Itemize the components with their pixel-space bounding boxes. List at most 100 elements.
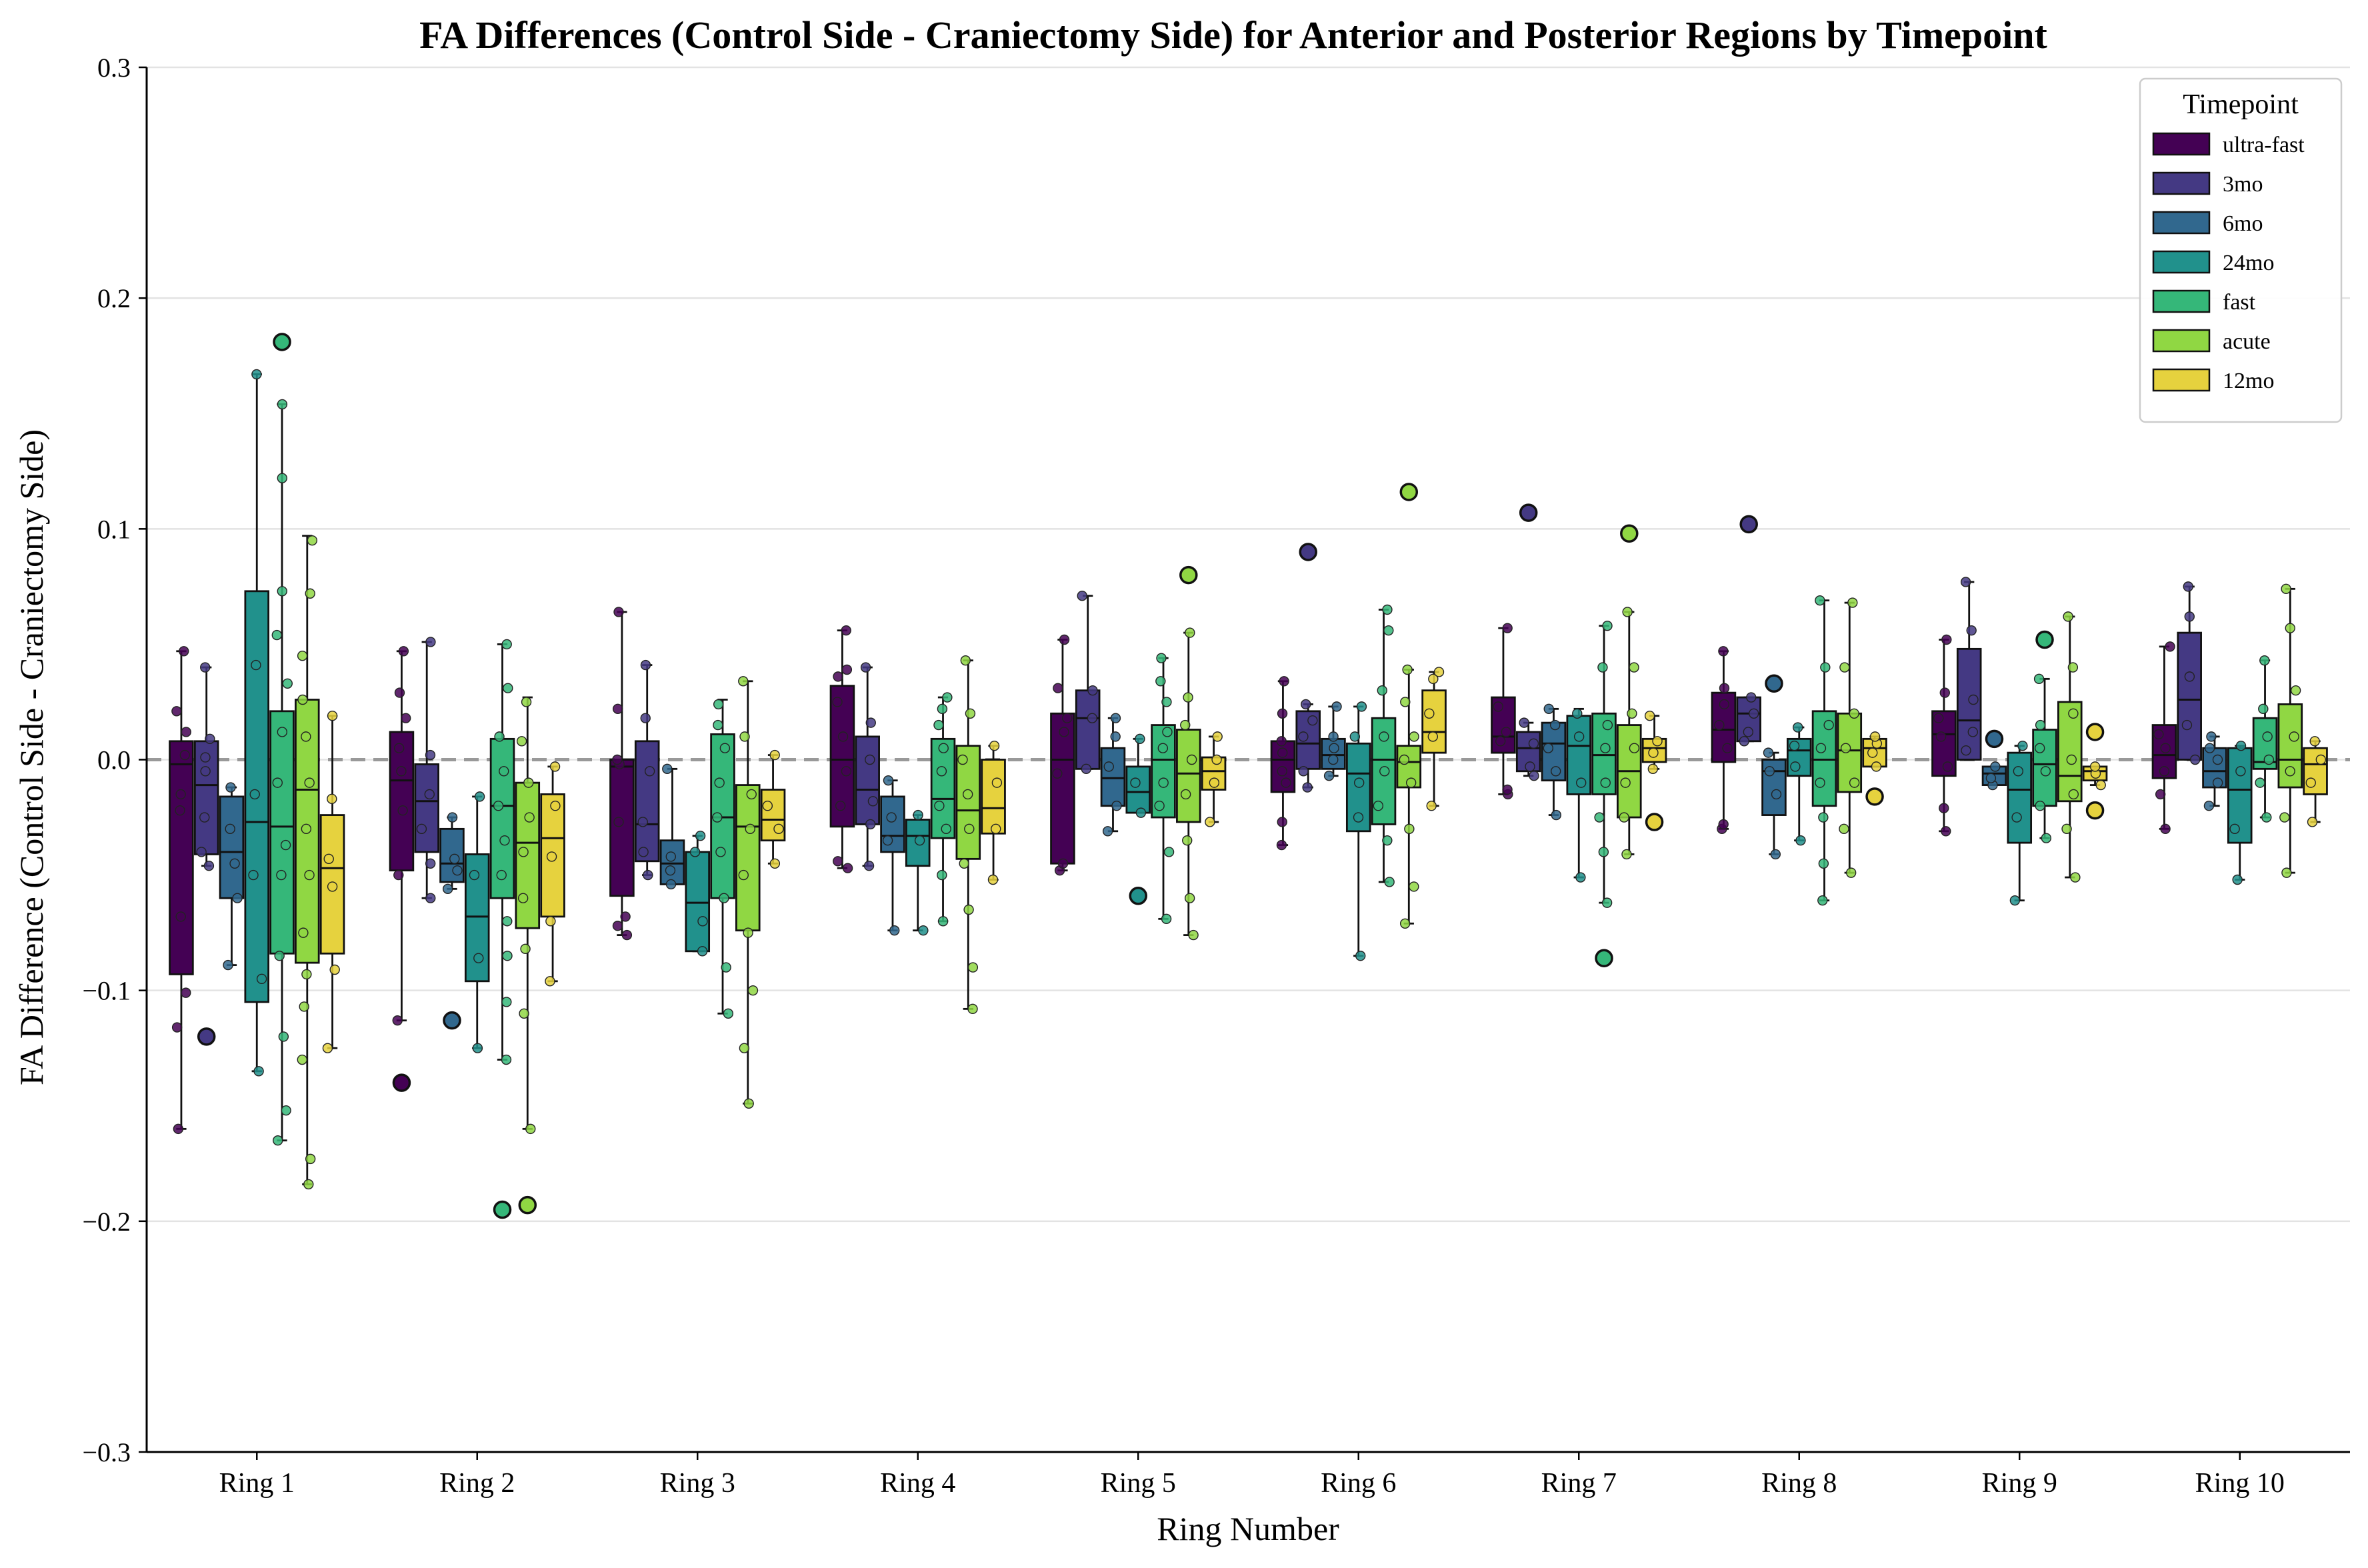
data-point — [2017, 741, 2028, 751]
data-point — [416, 823, 427, 835]
data-point — [2066, 754, 2077, 765]
data-point — [1279, 676, 1289, 687]
data-point — [1161, 697, 1172, 707]
outlier-point — [392, 1073, 411, 1092]
data-point — [1600, 777, 1611, 788]
data-point — [2011, 812, 2022, 823]
outlier-point — [1519, 503, 1538, 522]
data-point — [697, 916, 708, 927]
data-point — [2203, 801, 2215, 811]
data-point — [613, 817, 624, 827]
data-point — [272, 777, 283, 788]
data-point — [967, 1003, 978, 1015]
data-point — [1845, 867, 1857, 878]
data-point — [638, 847, 649, 857]
data-point — [1162, 727, 1173, 737]
data-point — [299, 1001, 309, 1012]
box-acute-5 — [1176, 565, 1201, 941]
data-point — [1739, 736, 1749, 747]
box-3mo-2 — [414, 637, 439, 903]
data-point — [1647, 763, 1659, 775]
box-acute-10 — [2277, 583, 2303, 878]
legend-label-12mo: 12mo — [2223, 369, 2274, 393]
data-point — [525, 1123, 536, 1135]
data-point — [304, 777, 315, 788]
data-point — [1185, 627, 1195, 638]
data-point — [1111, 801, 1122, 811]
box-acute-1 — [295, 535, 320, 1190]
data-point — [501, 639, 512, 650]
data-point — [501, 1054, 512, 1065]
data-point — [769, 749, 780, 761]
data-point — [425, 749, 436, 761]
box-3mo-7 — [1515, 503, 1541, 781]
data-point — [181, 987, 191, 998]
data-point — [835, 801, 846, 811]
data-point — [1789, 741, 1800, 751]
data-point — [278, 1031, 289, 1042]
box-12mo-7 — [1641, 711, 1667, 831]
data-point — [2279, 812, 2290, 823]
data-point — [1130, 777, 1141, 788]
data-point — [2315, 754, 2327, 765]
data-point — [1493, 701, 1503, 712]
data-point — [1847, 597, 1858, 608]
data-point — [1839, 662, 1850, 673]
data-point — [957, 754, 968, 765]
outlier-point — [1179, 565, 1198, 585]
data-point — [1057, 858, 1069, 869]
data-point — [746, 789, 757, 800]
data-point — [297, 1054, 307, 1065]
data-point — [2285, 766, 2295, 777]
data-point — [1960, 577, 1971, 587]
data-point — [963, 904, 974, 915]
box-fast-7 — [1591, 621, 1617, 967]
legend-swatch-3mo — [2152, 171, 2211, 195]
data-point — [1180, 719, 1191, 731]
data-point — [2309, 736, 2320, 747]
data-point — [516, 736, 527, 747]
data-point — [1939, 803, 1949, 813]
box-6mo-4 — [880, 775, 905, 936]
data-point — [1062, 713, 1073, 723]
data-point — [1087, 685, 1098, 696]
data-point — [1382, 604, 1393, 615]
data-point — [1399, 754, 1410, 765]
data-point — [1818, 858, 1829, 869]
data-point — [2155, 789, 2166, 800]
data-point — [1849, 777, 1860, 788]
box-iqr — [735, 784, 761, 932]
data-point — [1349, 731, 1361, 742]
data-point — [1743, 727, 1754, 737]
box-6mo-5 — [1100, 713, 1126, 837]
box-iqr — [609, 759, 635, 897]
data-point — [941, 823, 951, 835]
data-point — [394, 687, 405, 698]
data-point — [1815, 595, 1825, 606]
box-fast-4 — [930, 692, 956, 927]
data-point — [832, 697, 843, 707]
legend-label-ultra-fast: ultra-fast — [2223, 133, 2305, 157]
data-point — [2063, 611, 2073, 622]
data-point — [1377, 685, 1387, 696]
box-6mo-2 — [439, 812, 465, 1030]
data-point — [960, 655, 971, 666]
x-tick-label: Ring 2 — [439, 1468, 515, 1499]
data-point — [1135, 807, 1147, 818]
data-point — [2035, 801, 2045, 811]
data-point — [473, 953, 484, 963]
box-iqr — [2277, 703, 2303, 789]
outlier-point — [1129, 886, 1147, 905]
box-12mo-6 — [1421, 667, 1447, 811]
data-point — [281, 1105, 291, 1116]
data-point — [1409, 881, 1419, 892]
data-point — [914, 835, 925, 846]
data-point — [393, 743, 405, 753]
data-point — [1818, 812, 1829, 823]
data-point — [1081, 763, 1092, 775]
data-point — [2061, 823, 2072, 835]
outlier-point — [1645, 813, 1664, 831]
data-point — [715, 847, 726, 857]
data-point — [739, 1043, 750, 1053]
data-point — [303, 1179, 314, 1190]
